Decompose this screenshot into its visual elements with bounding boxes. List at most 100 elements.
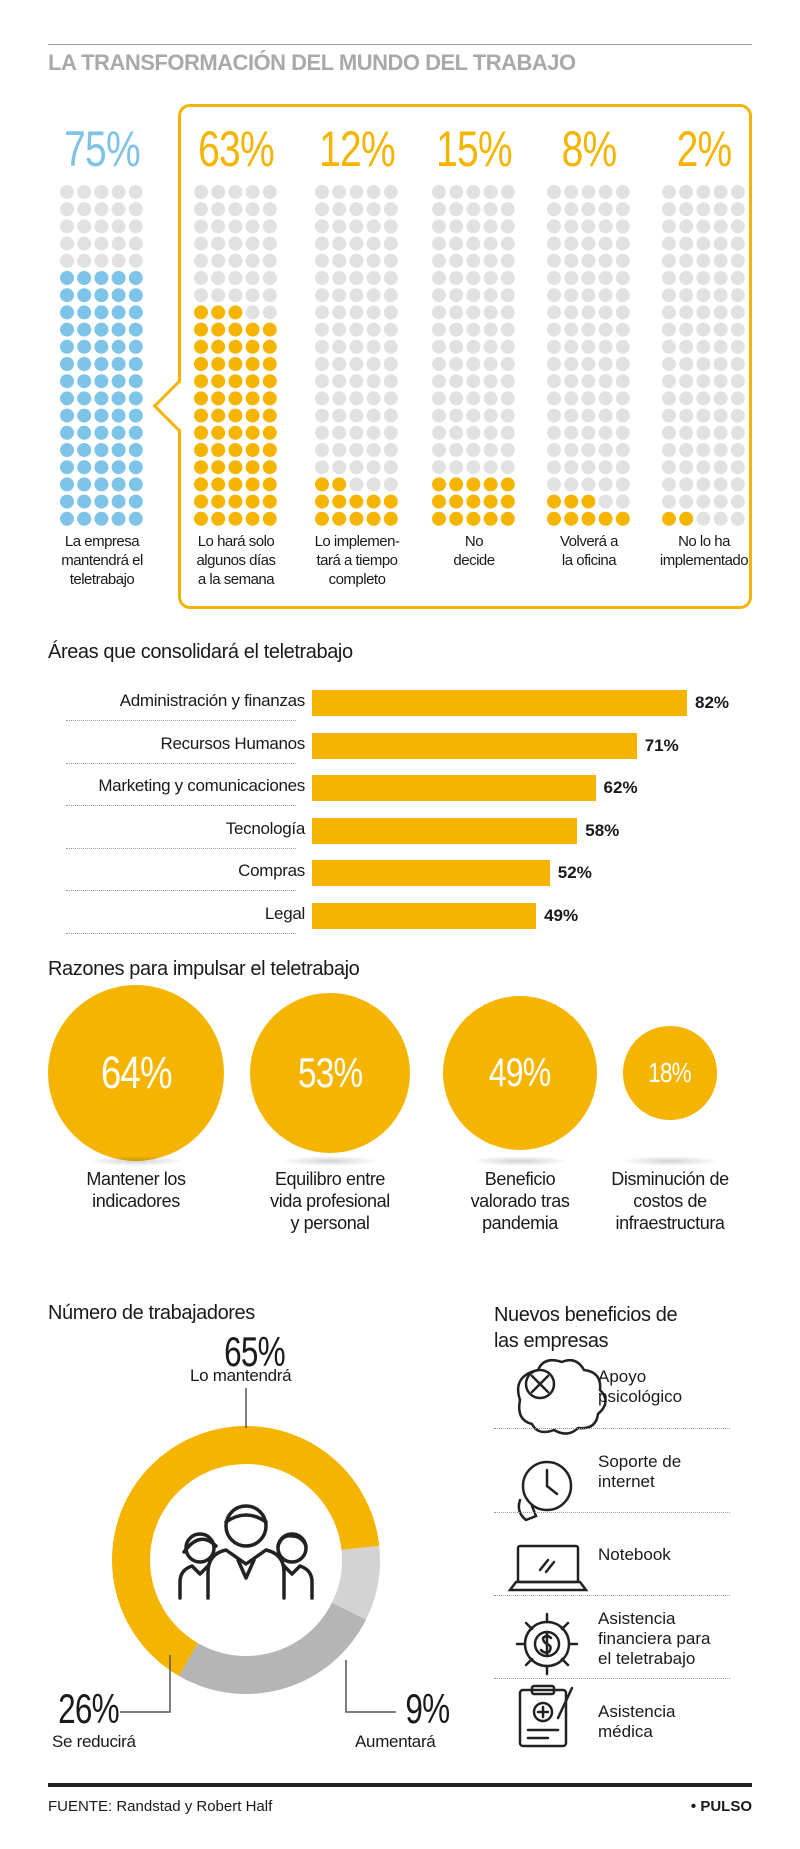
- waffle-dot: [211, 339, 226, 354]
- waffle-dot: [432, 425, 446, 440]
- waffle-dot: [466, 425, 481, 440]
- waffle-dot: [662, 443, 676, 457]
- waffle-dot: [730, 477, 745, 492]
- waffle-dot: [730, 460, 745, 475]
- benefits-title-line: Nuevos beneficios de: [494, 1304, 678, 1326]
- waffle-dot: [315, 271, 329, 285]
- waffle-dot: [615, 253, 630, 268]
- waffle-dot: [366, 374, 381, 389]
- waffle-dot: [194, 443, 208, 457]
- waffle-dot: [128, 494, 143, 509]
- bar: [312, 690, 687, 716]
- bar-rule: [66, 720, 296, 721]
- waffle-dot: [466, 408, 481, 423]
- waffle-dot: [696, 253, 711, 268]
- reason-label: Beneficio valorado tras pandemia: [435, 1168, 605, 1234]
- waffle-dot: [349, 425, 364, 440]
- waffle-dot: [615, 477, 630, 492]
- waffle-dot: [128, 408, 143, 423]
- reason-label-line: pandemia: [482, 1213, 558, 1233]
- donut-slice: [331, 1545, 380, 1620]
- waffle-dot: [245, 339, 260, 354]
- bar-value-label: 71%: [644, 735, 679, 755]
- waffle-dot: [111, 374, 126, 389]
- waffle-dot: [500, 339, 515, 354]
- waffle-dot: [662, 391, 676, 406]
- waffle-label-line: No lo ha: [678, 533, 730, 550]
- waffle-dot: [77, 202, 92, 217]
- waffle-dot: [262, 322, 277, 337]
- waffle-dot: [194, 339, 208, 354]
- waffle-dot: [315, 219, 329, 234]
- waffle-dot: [696, 511, 711, 526]
- waffle-dot: [315, 202, 329, 217]
- waffle-dot: [679, 288, 694, 303]
- waffle-dot: [60, 477, 74, 492]
- waffle-label-line: implementado: [659, 552, 749, 569]
- waffle-dot: [564, 408, 579, 423]
- waffle-dot: [679, 236, 694, 251]
- waffle-dot: [696, 305, 711, 320]
- waffle-dot: [245, 391, 260, 406]
- waffle-dot: [730, 202, 745, 217]
- waffle-dot: [564, 202, 579, 217]
- waffle-dot: [679, 253, 694, 268]
- waffle-dot: [713, 322, 728, 337]
- waffle-dot: [77, 425, 92, 440]
- waffle-dot: [194, 305, 208, 320]
- waffle-dot: [211, 425, 226, 440]
- reason-pct: 18%: [648, 1056, 692, 1088]
- waffle-dot: [696, 443, 711, 457]
- waffle-dot: [449, 253, 464, 268]
- waffle-dot: [432, 271, 446, 285]
- waffle-dot: [679, 374, 694, 389]
- waffle-dot: [332, 408, 347, 423]
- waffle-dot: [94, 253, 109, 268]
- waffle-dot: [483, 443, 498, 457]
- waffle-dot: [598, 236, 613, 251]
- waffle-dot: [349, 253, 364, 268]
- waffle-dot: [60, 374, 74, 389]
- waffle-dot: [128, 357, 143, 371]
- waffle-dot: [383, 288, 398, 303]
- waffle-dot: [564, 443, 579, 457]
- waffle-dot: [432, 443, 446, 457]
- bar-category-label: Administración y finanzas: [119, 691, 306, 710]
- waffle-dot: [432, 408, 446, 423]
- reason-label-line: y personal: [290, 1213, 370, 1233]
- waffle-dot: [598, 443, 613, 457]
- waffle-dot: [77, 357, 92, 371]
- waffle-dot: [564, 357, 579, 371]
- waffle-dot: [228, 219, 243, 234]
- waffle-dot: [332, 185, 347, 199]
- reason-circle: 64%: [48, 985, 224, 1161]
- waffle-dot: [128, 305, 143, 320]
- waffle-dot: [679, 477, 694, 492]
- waffle-dot: [211, 288, 226, 303]
- waffle-dot: [262, 236, 277, 251]
- waffle-dot: [262, 339, 277, 354]
- waffle-dot: [581, 425, 596, 440]
- waffle-dot: [662, 253, 676, 268]
- waffle-dot: [696, 219, 711, 234]
- waffle-dot: [194, 236, 208, 251]
- waffle-dot: [662, 477, 676, 492]
- waffle-dot: [432, 339, 446, 354]
- waffle-dot: [194, 391, 208, 406]
- waffle-dot: [483, 391, 498, 406]
- waffle-dot: [662, 322, 676, 337]
- reason-label-line: Beneficio: [484, 1169, 556, 1189]
- waffle-dot: [466, 460, 481, 475]
- waffle-dot: [696, 185, 711, 199]
- waffle-dot: [679, 511, 694, 526]
- waffle-dot: [564, 477, 579, 492]
- waffle-dot: [315, 511, 329, 526]
- waffle-dot: [615, 511, 630, 526]
- waffle-dot: [696, 494, 711, 509]
- waffle-dot: [500, 477, 515, 492]
- waffle-dot: [598, 511, 613, 526]
- waffle-pct-1: 63%: [198, 121, 275, 177]
- waffle-dot: [696, 271, 711, 285]
- waffle-dot: [547, 339, 561, 354]
- waffle-dot: [332, 425, 347, 440]
